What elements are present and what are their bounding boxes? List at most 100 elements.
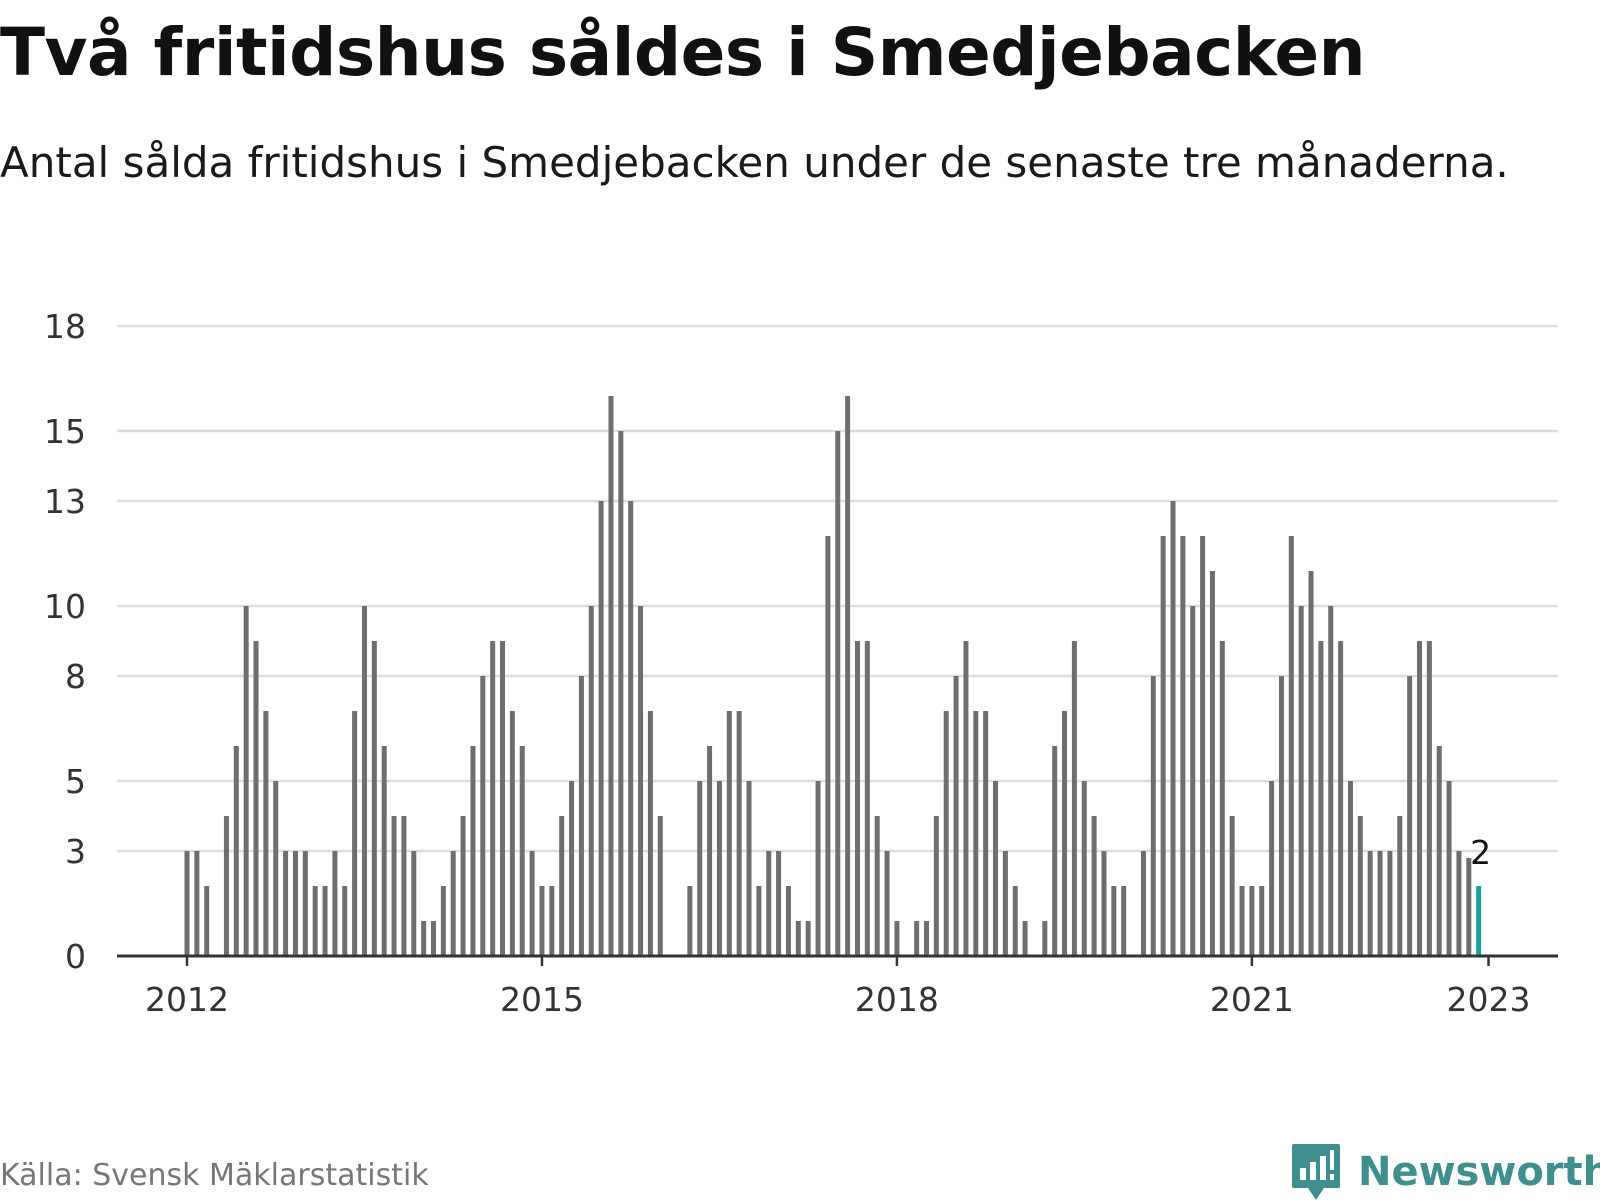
bar [184,851,190,956]
bar [647,711,653,956]
bar [243,606,249,956]
bar [500,641,506,956]
bar [756,886,762,956]
chart-title: Två fritidshus såldes i Smedjebacken [0,14,1366,91]
bar [933,816,939,956]
bar [608,396,614,956]
bar [1091,816,1097,956]
bar [973,711,979,956]
bar [1338,641,1344,956]
y-tick-label: 10 [44,587,86,626]
bar [785,886,791,956]
bar [914,921,920,956]
bar [204,886,210,956]
bar [253,641,259,956]
bar [1209,571,1215,956]
bar [1387,851,1393,956]
bar [1269,781,1275,956]
bar [924,921,929,956]
bar [628,501,634,956]
bar [470,746,476,956]
bar [1466,858,1472,956]
bar [687,886,693,956]
bar [450,851,456,956]
bar [884,851,890,956]
bar [1101,851,1107,956]
bar [1170,501,1176,956]
bar [697,781,703,956]
x-tick-label: 2018 [855,980,939,1019]
bar [292,851,298,956]
bar [352,711,358,956]
bar [963,641,969,956]
bar [1318,641,1324,956]
bar [776,851,782,956]
bar [263,711,269,956]
bar [815,781,821,956]
bar [1456,851,1462,956]
bar [1190,606,1196,956]
bar [1140,851,1146,956]
bar [1081,781,1087,956]
latest-value-label: 2 [1470,833,1491,872]
bar [1012,886,1018,956]
bar [1426,641,1432,956]
bar [1397,816,1403,956]
bar [736,711,742,956]
y-tick-label: 15 [44,412,86,451]
bar [391,816,397,956]
bar [983,711,989,956]
bar [302,851,308,956]
bar-latest [1476,886,1482,956]
bar [588,606,594,956]
bar [421,921,427,956]
bar [598,501,604,956]
chart-subtitle: Antal sålda fritidshus i Smedjebacken un… [0,138,1509,187]
bar [440,886,446,956]
bar [371,641,377,956]
newsworthy-logo-icon [1292,1144,1340,1200]
bar [233,746,239,956]
bar [332,851,338,956]
bar [993,781,999,956]
bar [381,746,387,956]
bar [1229,816,1235,956]
bar [1259,886,1265,956]
y-tick-label: 5 [65,762,86,801]
x-tick-label: 2012 [145,980,229,1019]
bar [569,781,575,956]
bar [480,676,486,956]
x-tick-label: 2023 [1447,980,1531,1019]
y-tick-label: 8 [65,657,86,696]
bar [1249,886,1255,956]
bar [539,886,545,956]
bar [1407,676,1413,956]
brand-logo: Newsworthy [1290,1142,1600,1202]
y-tick-label: 3 [65,832,86,871]
bar [657,816,663,956]
bar [490,641,496,956]
bar [194,851,200,956]
bar [1071,641,1077,956]
bar [845,396,851,956]
bar [874,816,880,956]
bar [460,816,466,956]
bar [726,711,732,956]
bar [342,886,348,956]
bar [805,921,811,956]
bar [1121,886,1127,956]
bar [549,886,555,956]
y-tick-label: 0 [65,937,86,976]
bar [322,886,328,956]
bar [835,431,841,956]
bar [1436,746,1442,956]
bar [312,886,318,956]
bar [894,921,900,956]
bar [825,536,831,956]
bar [864,641,870,956]
bar [578,676,584,956]
bar [401,816,407,956]
source-note: Källa: Svensk Mäklarstatistik [0,1158,429,1193]
bar [716,781,722,956]
